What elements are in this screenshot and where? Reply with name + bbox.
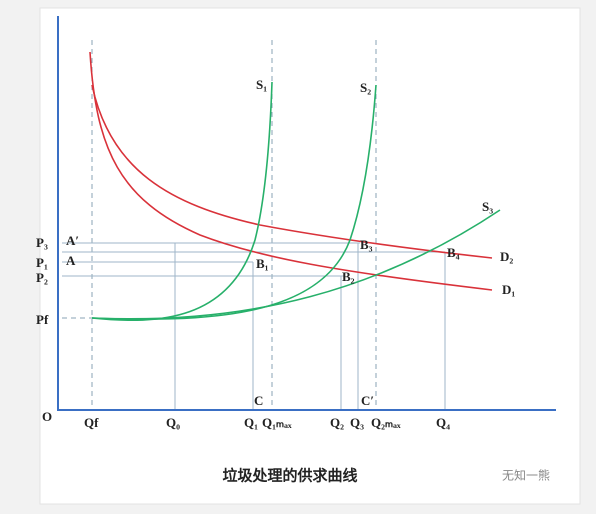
point-label: B₄ xyxy=(447,245,460,260)
point-label: A′ xyxy=(66,233,79,248)
x-label: Q₁ₘₐₓ xyxy=(262,415,292,430)
curve-label: S₂ xyxy=(360,80,371,95)
title: 垃圾处理的供求曲线 xyxy=(222,467,357,485)
card xyxy=(39,7,581,505)
point-label: A xyxy=(66,253,76,268)
x-label: Q₁ xyxy=(244,415,258,430)
guides xyxy=(62,40,446,410)
curve-label: D₁ xyxy=(502,282,515,297)
y-label: P₁ xyxy=(36,255,48,270)
x-label: Qf xyxy=(84,415,99,430)
x-label: Q₄ xyxy=(436,415,450,430)
point-label: B₁ xyxy=(256,256,269,271)
y-label: P₂ xyxy=(36,270,48,285)
x-label: Q₂ xyxy=(330,415,344,430)
curves xyxy=(89,51,501,322)
curve-label: D₂ xyxy=(500,249,513,264)
x-label: Q₃ xyxy=(350,415,364,430)
y-label: Pf xyxy=(36,312,49,327)
point-label: C′ xyxy=(361,393,374,408)
point-label: B₃ xyxy=(360,237,373,252)
origin-label: O xyxy=(42,409,52,424)
curve-label: S₃ xyxy=(482,199,493,214)
point-label: C xyxy=(254,393,263,408)
watermark: 无知一熊 xyxy=(502,468,550,483)
curve-label: S₁ xyxy=(256,77,267,92)
x-label: Q₂ₘₐₓ xyxy=(371,415,401,430)
y-label: P₃ xyxy=(36,235,48,250)
point-label: B₂ xyxy=(342,269,355,284)
x-label: Q₀ xyxy=(166,415,180,430)
